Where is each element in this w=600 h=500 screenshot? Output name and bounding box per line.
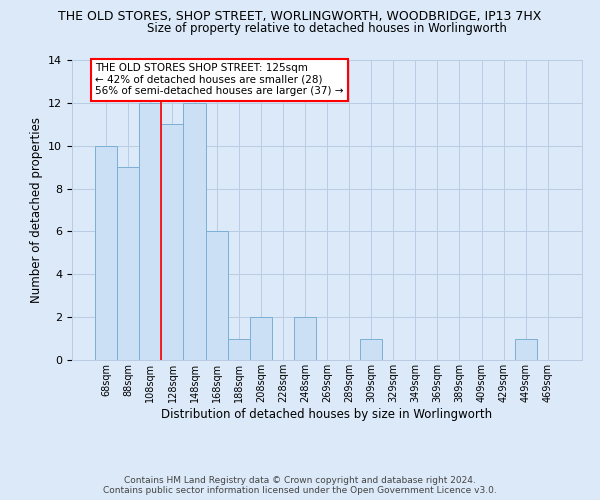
Text: Contains HM Land Registry data © Crown copyright and database right 2024.
Contai: Contains HM Land Registry data © Crown c… <box>103 476 497 495</box>
Bar <box>227 338 250 360</box>
Text: THE OLD STORES, SHOP STREET, WORLINGWORTH, WOODBRIDGE, IP13 7HX: THE OLD STORES, SHOP STREET, WORLINGWORT… <box>58 10 542 23</box>
Text: THE OLD STORES SHOP STREET: 125sqm
← 42% of detached houses are smaller (28)
56%: THE OLD STORES SHOP STREET: 125sqm ← 42%… <box>95 63 344 96</box>
Bar <box>206 232 227 360</box>
Bar <box>294 317 316 360</box>
Y-axis label: Number of detached properties: Number of detached properties <box>29 117 43 303</box>
Bar <box>360 338 382 360</box>
Title: Size of property relative to detached houses in Worlingworth: Size of property relative to detached ho… <box>147 22 507 35</box>
Bar <box>117 167 139 360</box>
X-axis label: Distribution of detached houses by size in Worlingworth: Distribution of detached houses by size … <box>161 408 493 420</box>
Bar <box>184 103 206 360</box>
Bar <box>95 146 117 360</box>
Bar <box>161 124 184 360</box>
Bar <box>139 103 161 360</box>
Bar <box>515 338 537 360</box>
Bar <box>250 317 272 360</box>
